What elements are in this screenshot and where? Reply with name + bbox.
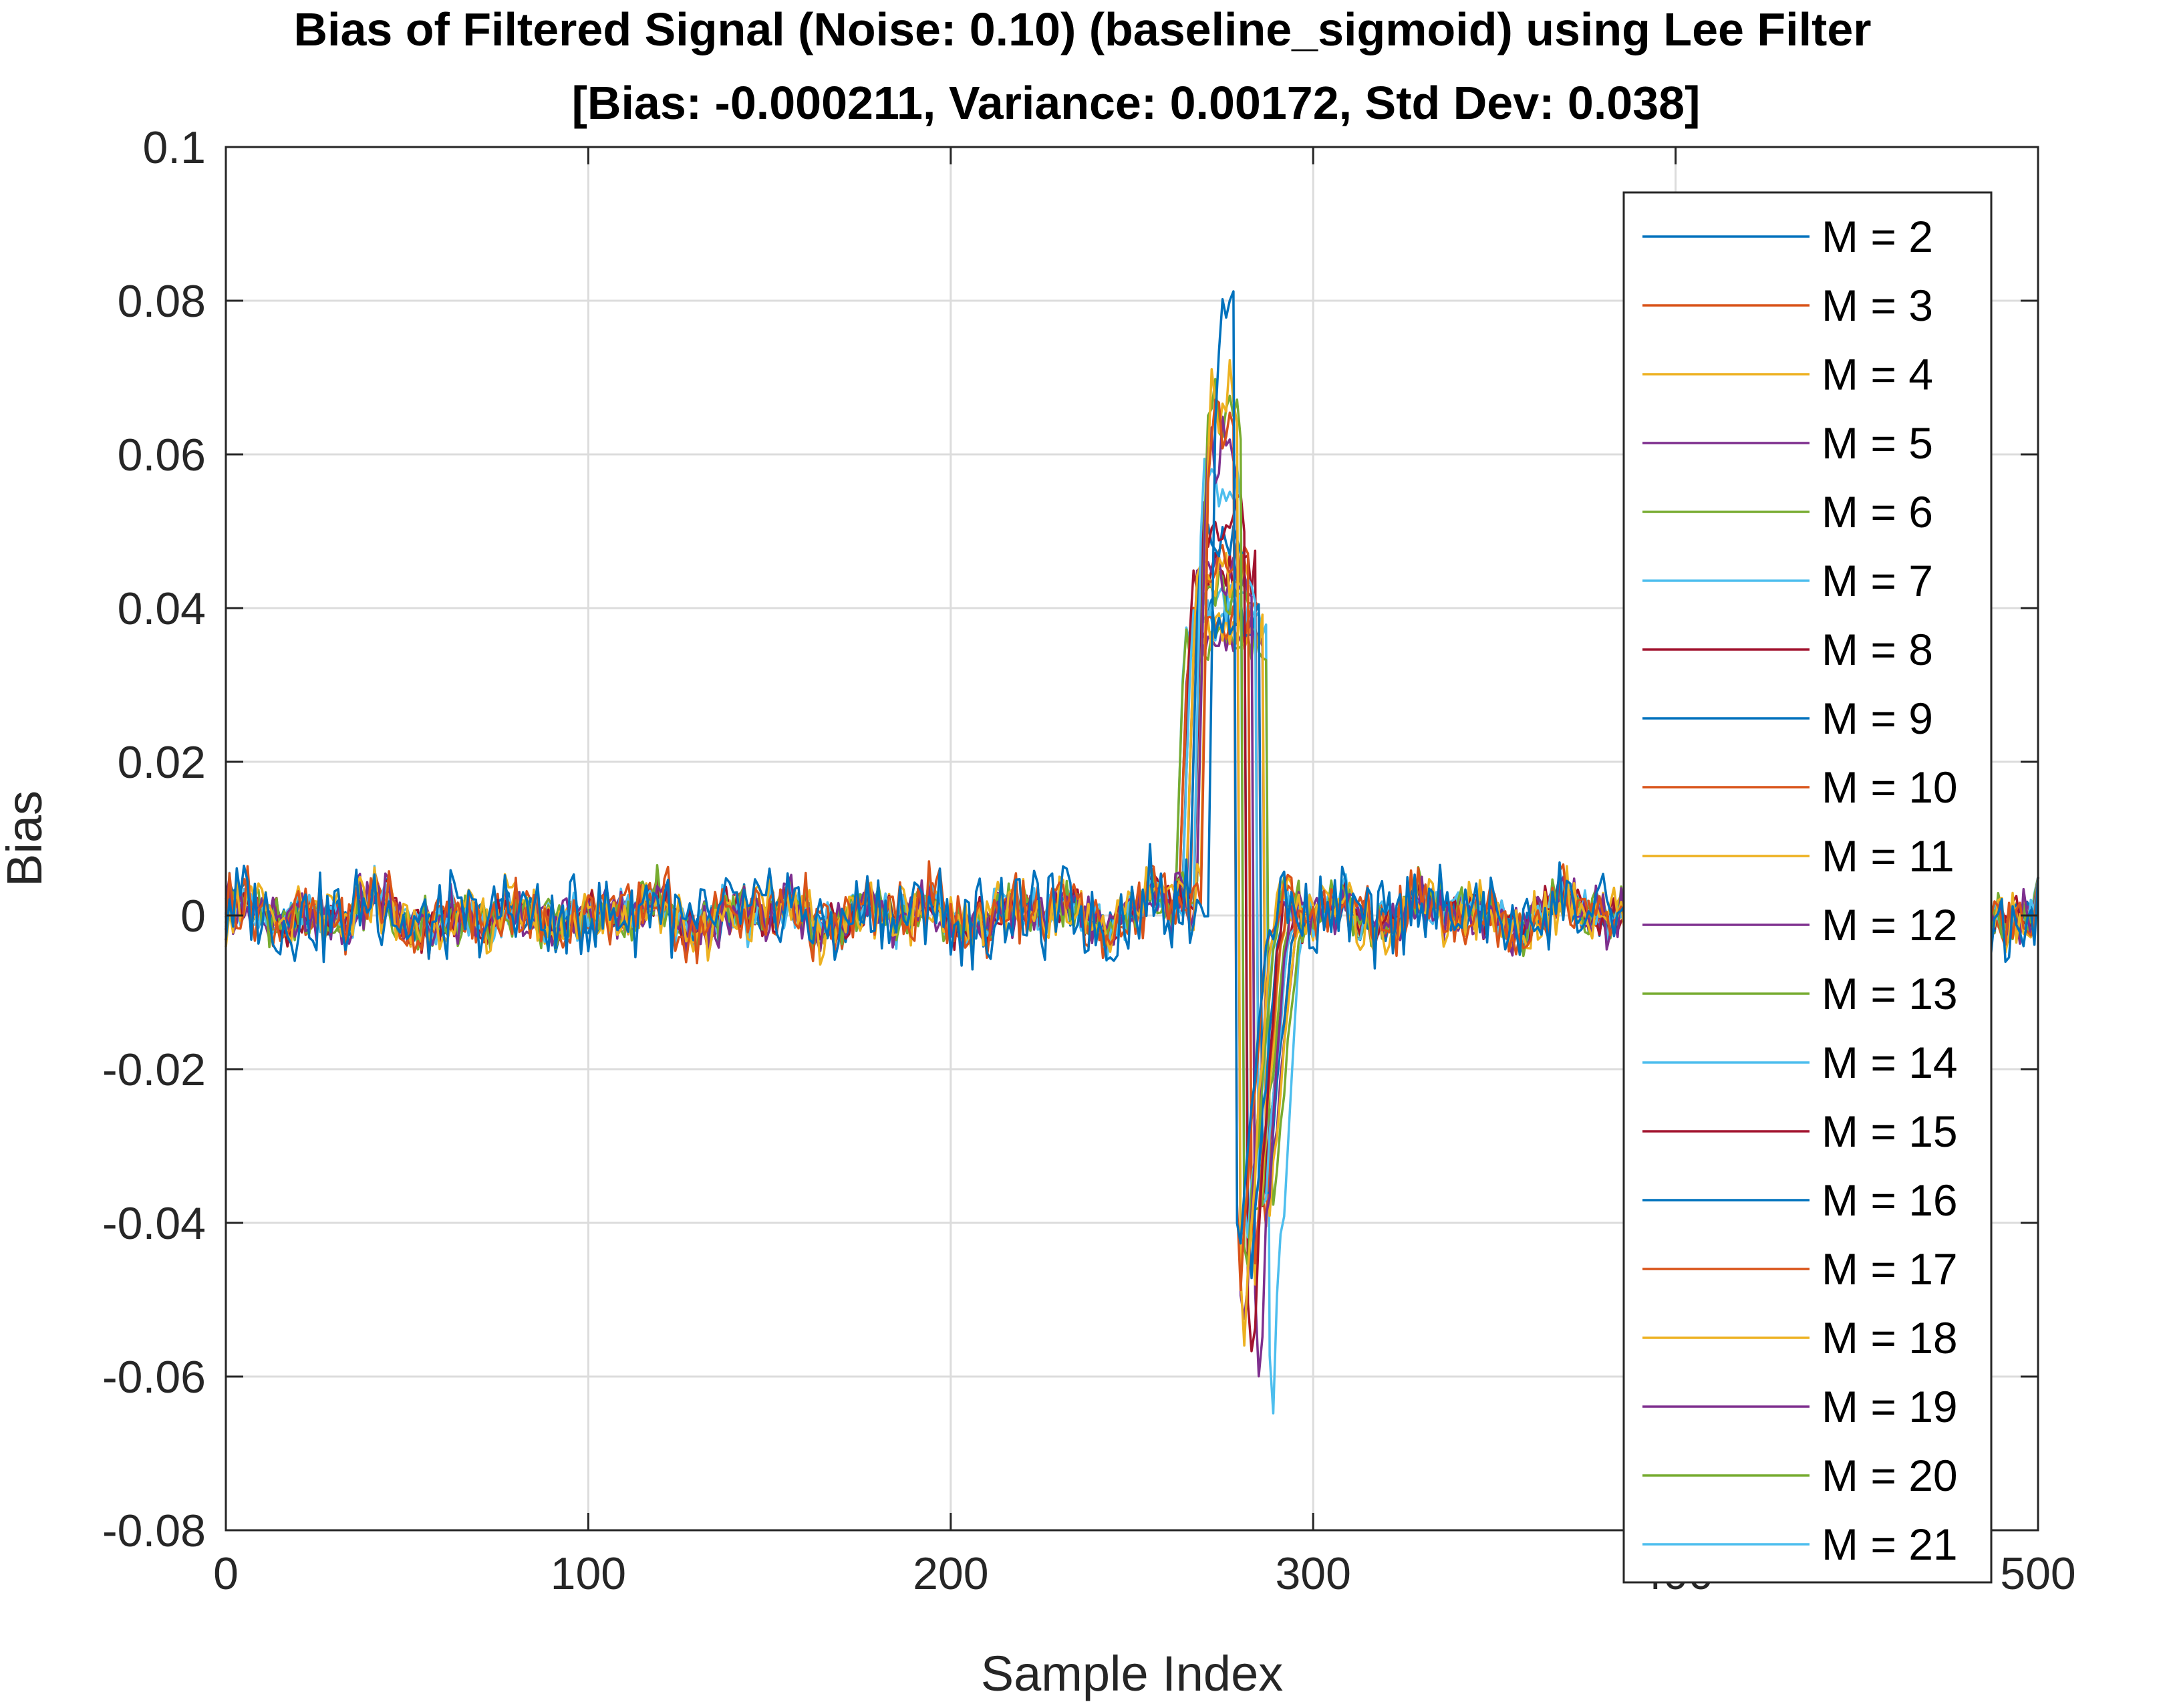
legend-label: M = 18 (1822, 1313, 1958, 1363)
legend-box (1622, 191, 1993, 1584)
legend-label: M = 17 (1822, 1244, 1958, 1294)
legend-label: M = 5 (1822, 418, 1933, 468)
legend-label: M = 15 (1822, 1107, 1958, 1156)
x-tick-label: 100 (551, 1548, 626, 1599)
x-tick-label: 500 (2000, 1548, 2075, 1599)
legend-label: M = 16 (1822, 1175, 1958, 1225)
y-tick-label: 0.08 (118, 276, 206, 327)
legend-label: M = 9 (1822, 694, 1933, 743)
y-tick-label: -0.02 (102, 1044, 206, 1095)
y-tick-label: 0.04 (118, 583, 206, 634)
legend-label: M = 12 (1822, 900, 1958, 950)
legend-label: M = 8 (1822, 625, 1933, 674)
axis-ticks: 0100200300400500-0.08-0.06-0.04-0.0200.0… (102, 122, 2076, 1599)
y-tick-label: -0.04 (102, 1198, 206, 1249)
y-tick-label: -0.08 (102, 1506, 206, 1556)
y-tick-label: 0.02 (118, 737, 206, 788)
chart-title: Bias of Filtered Signal (Noise: 0.10) (b… (293, 3, 1871, 55)
legend-label: M = 10 (1822, 762, 1958, 812)
legend-label: M = 21 (1822, 1520, 1958, 1569)
legend-label: M = 19 (1822, 1382, 1958, 1431)
legend-label: M = 2 (1822, 212, 1933, 261)
legend-label: M = 3 (1822, 281, 1933, 330)
legend-label: M = 13 (1822, 969, 1958, 1018)
legend-label: M = 11 (1822, 831, 1955, 881)
x-tick-label: 200 (913, 1548, 988, 1599)
legend-label: M = 7 (1822, 556, 1933, 605)
x-axis-label: Sample Index (981, 1646, 1284, 1701)
y-axis-label: Bias (0, 791, 52, 887)
axes-box (225, 146, 2039, 1532)
legend-label: M = 6 (1822, 487, 1933, 537)
legend: M = 2 M = 3 M = 4 M = 5 M = 6 M = 7 M = 8 M = 9… (1622, 191, 1993, 1584)
y-tick-label: 0.1 (142, 122, 206, 173)
y-tick-label: 0.06 (118, 430, 206, 480)
y-tick-label: -0.06 (102, 1352, 206, 1403)
chart-subtitle: [Bias: -0.000211, Variance: 0.00172, Std… (572, 77, 1701, 129)
legend-label: M = 20 (1822, 1451, 1958, 1500)
x-tick-label: 300 (1275, 1548, 1350, 1599)
legend-label: M = 4 (1822, 349, 1933, 399)
legend-label: M = 14 (1822, 1038, 1958, 1087)
y-tick-label: 0 (180, 891, 206, 942)
x-tick-label: 0 (213, 1548, 239, 1599)
